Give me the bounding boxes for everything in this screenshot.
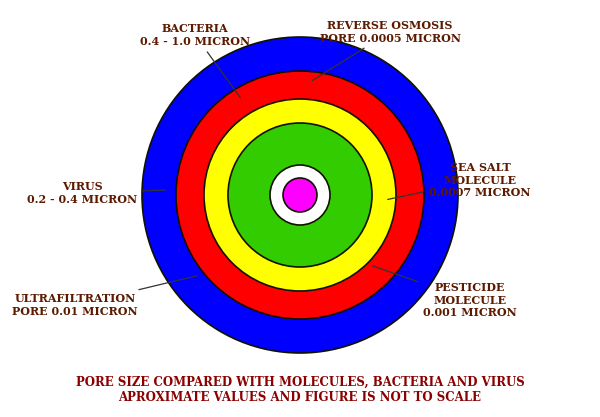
- Ellipse shape: [228, 123, 372, 267]
- Text: PESTICIDE
MOLECULE
0.001 MICRON: PESTICIDE MOLECULE 0.001 MICRON: [373, 266, 517, 318]
- Ellipse shape: [142, 37, 458, 353]
- Ellipse shape: [270, 165, 330, 225]
- Text: VIRUS
0.2 - 0.4 MICRON: VIRUS 0.2 - 0.4 MICRON: [27, 181, 165, 205]
- Text: SEA SALT
MOLECULE
0.0007 MICRON: SEA SALT MOLECULE 0.0007 MICRON: [388, 162, 531, 199]
- Ellipse shape: [283, 178, 317, 212]
- Ellipse shape: [204, 99, 396, 291]
- Ellipse shape: [176, 71, 424, 319]
- Text: PORE SIZE COMPARED WITH MOLECULES, BACTERIA AND VIRUS
APROXIMATE VALUES AND FIGU: PORE SIZE COMPARED WITH MOLECULES, BACTE…: [76, 376, 524, 404]
- Text: ULTRAFILTRATION
PORE 0.01 MICRON: ULTRAFILTRATION PORE 0.01 MICRON: [12, 276, 197, 317]
- Text: BACTERIA
0.4 - 1.0 MICRON: BACTERIA 0.4 - 1.0 MICRON: [140, 23, 250, 98]
- Text: REVERSE OSMOSIS
PORE 0.0005 MICRON: REVERSE OSMOSIS PORE 0.0005 MICRON: [313, 20, 461, 80]
